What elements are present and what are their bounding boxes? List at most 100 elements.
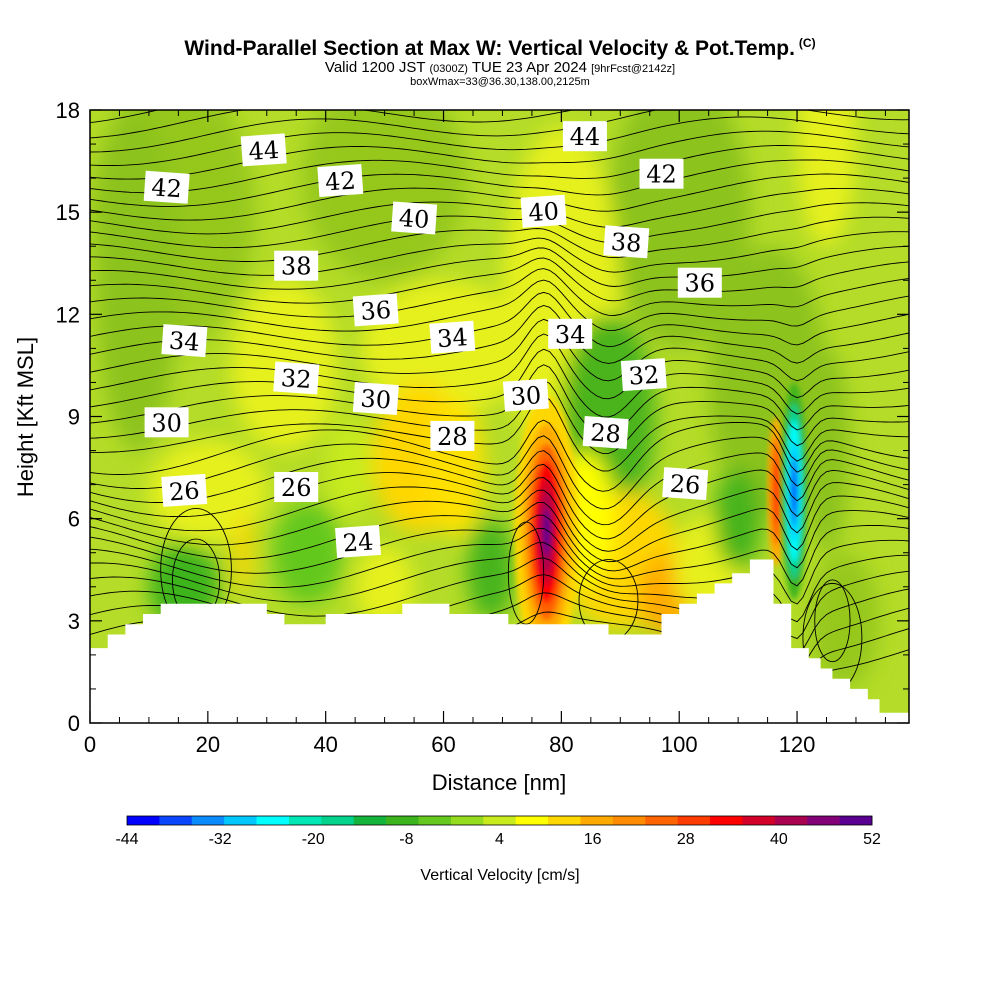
theta-label-box xyxy=(161,324,208,358)
x-tick-label: 80 xyxy=(549,732,573,757)
y-tick-label: 0 xyxy=(68,711,80,736)
colorbar-swatch xyxy=(515,816,549,825)
isentrope xyxy=(90,145,909,194)
theta-label-box xyxy=(548,318,593,349)
isentrope xyxy=(90,130,909,180)
colorbar-frame xyxy=(126,815,873,826)
terrain-mask xyxy=(90,559,909,723)
theta-label-text: 44 xyxy=(570,123,601,151)
isentrope xyxy=(90,187,909,235)
theta-label: 30 xyxy=(502,378,549,412)
field-patch xyxy=(355,545,415,628)
colorbar-swatch xyxy=(677,816,711,825)
theta-label: 36 xyxy=(352,293,399,327)
isentrope xyxy=(90,305,909,364)
colorbar-swatch xyxy=(710,816,743,825)
chart-title: Wind-Parallel Section at Max W: Vertical… xyxy=(184,36,816,60)
x-tick-label: 100 xyxy=(661,732,698,757)
colorbar-tick-label: 16 xyxy=(584,831,602,848)
theta-label-box xyxy=(335,525,382,559)
isentrope xyxy=(90,318,909,382)
theta-label-box xyxy=(562,121,607,152)
theta-label: 26 xyxy=(274,472,319,502)
theta-label: 42 xyxy=(639,158,684,189)
theta-label-box xyxy=(274,250,319,281)
theta-label: 44 xyxy=(240,133,287,167)
theta-label-box xyxy=(352,293,399,327)
isentrope xyxy=(90,173,909,221)
colorbar-swatch xyxy=(580,816,614,825)
isentrope xyxy=(90,333,909,400)
colorbar-swatch xyxy=(321,816,355,825)
theta-label-box xyxy=(144,407,189,438)
theta-label-box xyxy=(143,170,190,204)
isentrope xyxy=(90,419,909,492)
isentrope xyxy=(90,463,909,540)
colorbar-swatch xyxy=(191,816,225,825)
colorbar-swatch xyxy=(612,816,646,825)
colorbar-tick-label: -8 xyxy=(399,831,413,848)
isentrope xyxy=(90,231,909,276)
theta-label-text: 26 xyxy=(168,476,200,506)
theta-label-box xyxy=(352,382,399,416)
theta-label: 28 xyxy=(430,420,475,451)
downdraft-core xyxy=(781,382,808,601)
theta-label-text: 34 xyxy=(168,327,200,357)
colorbar-tick-label: 52 xyxy=(863,831,881,848)
x-axis-label: Distance [nm] xyxy=(432,770,567,795)
colorbar-swatch xyxy=(483,816,516,825)
theta-label-text: 40 xyxy=(398,204,430,234)
x-tick-label: 120 xyxy=(779,732,816,757)
y-tick-label: 18 xyxy=(56,98,80,123)
theta-label-text: 36 xyxy=(360,296,392,326)
colorbar-swatch xyxy=(256,816,290,825)
isentrope xyxy=(90,348,909,418)
theta-label: 34 xyxy=(161,324,208,358)
theta-label-box xyxy=(240,133,287,167)
theta-label: 28 xyxy=(582,416,629,450)
theta-label: 40 xyxy=(520,194,567,228)
y-tick-label: 9 xyxy=(68,405,80,430)
isentrope xyxy=(90,477,909,552)
colorbar-swatch xyxy=(774,816,808,825)
field-patch xyxy=(272,501,344,604)
colorbar-swatch xyxy=(224,816,257,825)
colorbar: -44 -32 -20 -8 4 16 28 40 52 xyxy=(115,815,881,848)
isentrope xyxy=(90,514,909,587)
x-tick-label: 0 xyxy=(84,732,96,757)
theta-label-box xyxy=(161,473,208,507)
theta-label-text: 28 xyxy=(589,418,621,448)
theta-label-box xyxy=(662,467,709,501)
colorbar-swatch xyxy=(127,816,160,825)
theta-label-text: 40 xyxy=(527,197,559,227)
field-patch xyxy=(302,110,468,281)
theta-label: 40 xyxy=(391,201,438,235)
isentrope xyxy=(90,279,909,332)
theta-label-text: 42 xyxy=(324,166,356,196)
field-patch xyxy=(467,518,515,621)
colorbar-swatch xyxy=(418,816,452,825)
forecast-info: [9hrFcst@2142z] xyxy=(591,63,676,75)
theta-label-text: 36 xyxy=(685,270,716,298)
field-patch xyxy=(808,552,880,689)
theta-label: 30 xyxy=(144,407,189,438)
title-mark: (C) xyxy=(798,36,816,50)
theta-label-box xyxy=(274,472,319,502)
secondary-updraft xyxy=(767,416,786,567)
theta-label-text: 34 xyxy=(555,321,586,349)
isentrope xyxy=(90,291,909,348)
theta-label: 26 xyxy=(161,473,208,507)
theta-label: 38 xyxy=(603,225,650,259)
theta-label-box xyxy=(603,225,650,259)
theta-label-text: 42 xyxy=(646,161,677,189)
isentrope xyxy=(90,110,575,139)
colorbar-tick-label: -32 xyxy=(209,831,232,848)
y-tick-label: 15 xyxy=(56,200,80,225)
theta-label: 34 xyxy=(429,320,476,354)
downdraft-ring xyxy=(792,474,796,509)
isentrope xyxy=(90,202,909,249)
x-tick-label: 20 xyxy=(196,732,220,757)
theta-label: 26 xyxy=(662,467,709,501)
